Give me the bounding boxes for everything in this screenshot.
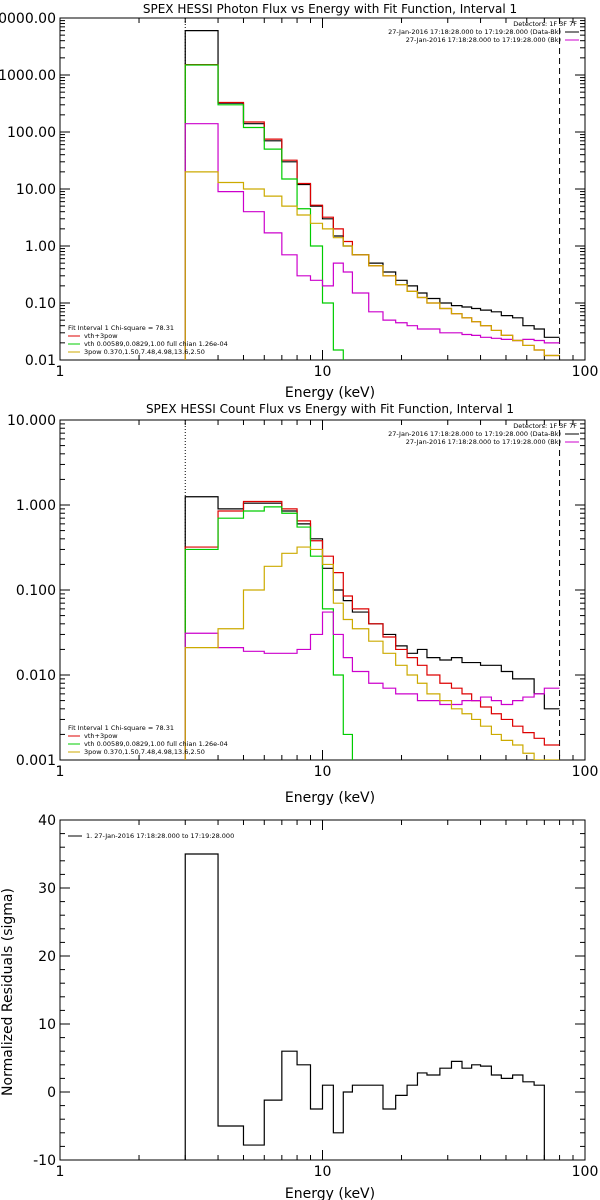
legend-fit-interval: Fit Interval 1 Chi-square = 78.31 — [68, 724, 174, 732]
y-tick-label: 10.000 — [7, 413, 56, 429]
legend-entry-text: 1. 27-Jan-2016 17:18:28.000 to 17:19:28.… — [86, 832, 234, 840]
y-tick-label: 0.010 — [16, 668, 56, 684]
legend-entry-text: 27-Jan-2016 17:18:28.000 to 17:19:28.000… — [406, 36, 561, 44]
y-tick-label: 20 — [38, 949, 56, 965]
count-flux-title: SPEX HESSI Count Flux vs Energy with Fit… — [146, 402, 514, 416]
plot-frame — [59, 17, 586, 361]
x-tick-label: 10 — [314, 364, 332, 380]
y-tick-label: -10 — [33, 1153, 56, 1169]
legend-entry-text: 27-Jan-2016 17:18:28.000 to 17:19:28.000… — [388, 430, 561, 438]
legend-entry-text: 3pow 0.370,1.50,7.48,4.98,13.6,2.50 — [84, 348, 205, 356]
y-tick-label: 1.00 — [25, 239, 56, 255]
legend-detectors: Detectors: 1F 3F 7F — [513, 422, 577, 430]
y-tick-label: 1000.00 — [0, 68, 56, 84]
x-tick-label: 10 — [314, 1164, 332, 1180]
residuals-ylabel: Normalized Residuals (sigma) — [0, 888, 16, 1096]
y-tick-label: 0.001 — [16, 753, 56, 769]
legend-entry-text: vth 0.00589,0.0829,1.00 full chian 1.26e… — [84, 340, 228, 348]
legend-fit-interval: Fit Interval 1 Chi-square = 78.31 — [68, 324, 174, 332]
x-tick-label: 10 — [314, 764, 332, 780]
y-tick-label: 0.100 — [16, 583, 56, 599]
photon-flux-title: SPEX HESSI Photon Flux vs Energy with Fi… — [143, 2, 517, 16]
series-bk — [184, 611, 560, 760]
residuals-xlabel: Energy (keV) — [285, 1186, 375, 1200]
y-tick-label: 0.10 — [25, 296, 56, 312]
x-tick-label: 1 — [56, 364, 65, 380]
legend-entry-text: 27-Jan-2016 17:18:28.000 to 17:19:28.000… — [406, 438, 561, 446]
y-tick-label: 0.01 — [25, 353, 56, 369]
y-tick-label: 10.00 — [16, 182, 56, 198]
y-tick-label: 1.000 — [16, 498, 56, 514]
series-data-bk — [184, 30, 560, 360]
x-tick-label: 100 — [572, 1164, 599, 1180]
count-flux-panel: SPEX HESSI Count Flux vs Energy with Fit… — [7, 402, 599, 806]
series-3pow — [184, 546, 560, 760]
legend-entry-text: vth 0.00589,0.0829,1.00 full chian 1.26e… — [84, 740, 228, 748]
legend-detectors: Detectors: 1F 3F 7F — [513, 20, 577, 28]
y-tick-label: 100.00 — [7, 125, 56, 141]
y-tick-label: 40 — [38, 813, 56, 829]
photon-flux-panel: SPEX HESSI Photon Flux vs Energy with Fi… — [0, 2, 599, 401]
photon-flux-xlabel: Energy (keV) — [285, 385, 375, 401]
series-residuals — [184, 853, 545, 1160]
series-vth-3pow — [184, 500, 560, 760]
legend-entry-text: vth+3pow — [84, 332, 118, 340]
y-tick-label: 10 — [38, 1017, 56, 1033]
legend-entry-text: vth+3pow — [84, 732, 118, 740]
x-tick-label: 1 — [56, 1164, 65, 1180]
x-tick-label: 100 — [572, 764, 599, 780]
series-vth — [184, 64, 344, 360]
series-3pow — [184, 171, 560, 360]
residuals-panel: Energy (keV) Normalized Residuals (sigma… — [0, 813, 598, 1200]
legend-entry-text: 27-Jan-2016 17:18:28.000 to 17:19:28.000… — [388, 28, 561, 36]
x-tick-label: 100 — [572, 364, 599, 380]
series-vth — [184, 506, 354, 760]
y-tick-label: 0 — [47, 1085, 56, 1101]
count-flux-xlabel: Energy (keV) — [285, 790, 375, 806]
y-tick-label: 30 — [38, 881, 56, 897]
x-tick-label: 1 — [56, 764, 65, 780]
series-bk — [184, 123, 560, 360]
legend-entry-text: 3pow 0.370,1.50,7.48,4.98,13.6,2.50 — [84, 748, 205, 756]
